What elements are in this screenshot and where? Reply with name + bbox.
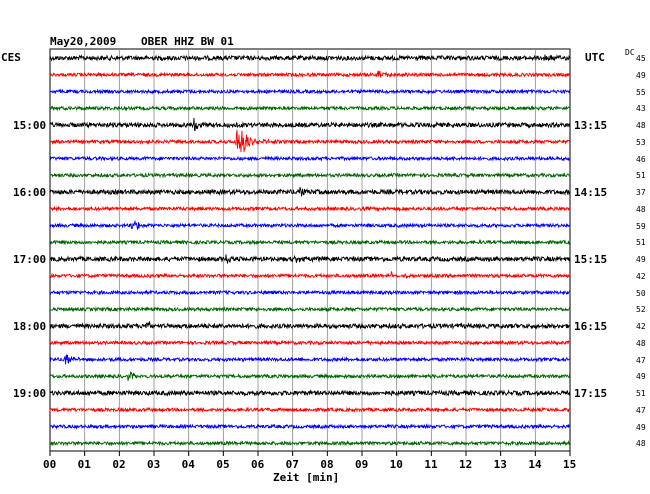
dc-offset-row-6: 46 <box>636 154 646 164</box>
left-timezone-label: CES <box>1 51 21 64</box>
trace-row-22 <box>49 423 571 430</box>
dc-offset-row-10: 59 <box>636 221 646 231</box>
trace-row-10 <box>49 219 571 231</box>
dc-offset-row-20: 51 <box>636 389 646 398</box>
dc-offset-row-12: 49 <box>636 255 646 264</box>
trace-row-7 <box>49 171 571 179</box>
x-tick-label-15: 15 <box>563 458 577 471</box>
dc-offset-row-21: 47 <box>636 405 646 415</box>
dc-offset-row-15: 52 <box>636 305 646 315</box>
right-time-label: 16:15 <box>574 320 608 333</box>
trace-row-1 <box>49 70 571 79</box>
trace-row-12 <box>49 254 571 264</box>
dc-offset-row-0: 45 <box>636 54 646 63</box>
dc-offset-row-4: 48 <box>636 121 646 130</box>
dc-offset-row-14: 50 <box>636 288 646 298</box>
dc-offset-row-8: 37 <box>636 188 646 197</box>
right-time-label: 15:15 <box>574 253 608 266</box>
plot-frame <box>49 48 571 452</box>
x-tick-label-14: 14 <box>528 458 542 471</box>
x-tick-label-13: 13 <box>493 458 507 471</box>
trace-row-21 <box>49 406 571 413</box>
trace-row-16 <box>49 321 571 330</box>
x-tick-label-07: 07 <box>285 458 299 471</box>
dc-offset-row-23: 48 <box>636 439 646 449</box>
x-tick-label-10: 10 <box>389 458 403 471</box>
trace-row-23 <box>49 439 571 447</box>
trace-row-15 <box>49 306 571 313</box>
x-tick-label-03: 03 <box>147 458 161 471</box>
x-tick-label-04: 04 <box>181 458 195 471</box>
trace-row-9 <box>49 205 571 213</box>
trace-row-11 <box>49 239 571 246</box>
left-time-label: 19:00 <box>13 387 47 400</box>
x-axis-label: Zeit [min] <box>273 471 340 484</box>
right-time-label: 14:15 <box>574 186 608 199</box>
trace-row-20 <box>49 389 571 397</box>
dc-offset-row-22: 49 <box>636 422 646 432</box>
trace-row-14 <box>49 289 571 296</box>
dc-offset-row-9: 48 <box>636 204 646 214</box>
trace-row-0 <box>49 54 571 62</box>
dc-offset-row-13: 42 <box>636 271 646 281</box>
trace-row-8 <box>49 186 571 197</box>
trace-row-2 <box>49 88 571 95</box>
trace-row-4 <box>49 117 571 132</box>
left-time-label: 16:00 <box>13 186 47 199</box>
right-time-label: 13:15 <box>574 119 608 132</box>
x-tick-label-09: 09 <box>355 458 369 471</box>
left-time-label: 15:00 <box>13 119 47 132</box>
dc-offset-row-18: 47 <box>636 355 646 365</box>
dc-offset-row-1: 49 <box>636 70 646 80</box>
x-tick-label-02: 02 <box>112 458 126 471</box>
trace-row-3 <box>49 104 571 112</box>
dc-offset-row-5: 53 <box>636 137 646 147</box>
x-tick-label-08: 08 <box>320 458 334 471</box>
dc-offset-row-3: 43 <box>636 104 646 114</box>
trace-row-13 <box>49 271 571 280</box>
trace-row-18 <box>49 354 571 365</box>
trace-row-5 <box>50 129 571 153</box>
x-tick-label-12: 12 <box>459 458 473 471</box>
right-time-label: 17:15 <box>574 387 608 400</box>
x-tick-label-06: 06 <box>251 458 265 471</box>
date-label: May20,2009 <box>50 35 117 48</box>
dc-offset-row-7: 51 <box>636 171 646 181</box>
station-label: OBER HHZ BW 01 <box>141 35 234 48</box>
x-tick-label-00: 00 <box>43 458 57 471</box>
x-tick-label-05: 05 <box>216 458 230 471</box>
left-time-label: 17:00 <box>13 253 47 266</box>
dc-header-label: DC <box>625 48 635 57</box>
trace-row-19 <box>49 371 571 381</box>
dc-offset-row-19: 49 <box>636 372 646 382</box>
dc-offset-row-2: 55 <box>636 87 646 97</box>
dc-offset-row-17: 48 <box>636 338 646 348</box>
x-tick-label-01: 01 <box>77 458 91 471</box>
trace-row-17 <box>49 339 571 347</box>
left-time-label: 18:00 <box>13 320 47 333</box>
trace-row-6 <box>49 155 571 162</box>
right-timezone-label: UTC <box>585 51 605 64</box>
dc-offset-row-16: 42 <box>636 322 646 331</box>
x-tick-label-11: 11 <box>424 458 438 471</box>
dc-offset-row-11: 51 <box>636 238 646 248</box>
